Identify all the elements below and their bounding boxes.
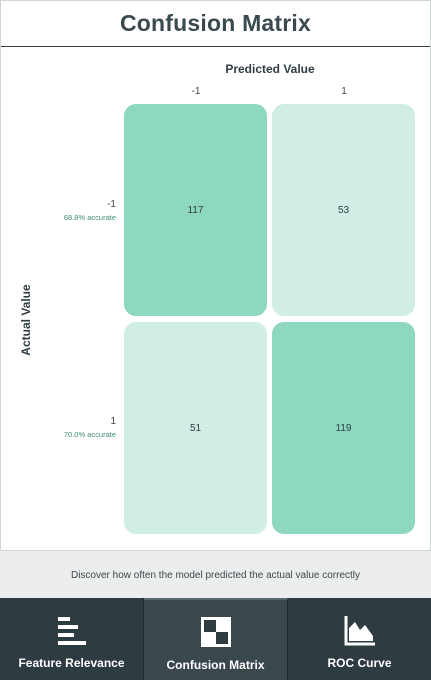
header-bar: Confusion Matrix [1, 1, 430, 47]
column-label-1: 1 [341, 86, 347, 97]
page-title: Confusion Matrix [119, 10, 312, 36]
row-accuracy: 68.8% accurate [63, 213, 116, 222]
tab-roc-curve[interactable]: ROC Curve [288, 598, 431, 680]
cell-count: 119 [335, 422, 352, 434]
tab-label: Feature Relevance [18, 656, 125, 670]
actual-axis-label: Actual Value [19, 284, 33, 356]
description-text: Discover how often the model predicted t… [70, 569, 361, 581]
column-label-neg1: -1 [191, 86, 201, 97]
bar-list-icon [57, 617, 86, 645]
matrix-cell-false-positive[interactable]: 53 [272, 104, 415, 316]
predicted-axis-label: Predicted Value [225, 62, 315, 76]
bottom-tab-bar: Feature Relevance Confusion Matrix ROC C… [0, 598, 431, 680]
tab-label: ROC Curve [327, 656, 392, 670]
cell-count: 51 [189, 422, 202, 434]
tab-feature-relevance[interactable]: Feature Relevance [0, 598, 144, 680]
row-accuracy: 70.0% accurate [63, 430, 116, 439]
row-label-neg1: -1 68.8% accurate [26, 199, 116, 222]
cell-count: 53 [337, 204, 350, 216]
matrix-cell-true-positive[interactable]: 119 [272, 322, 415, 534]
row-value: -1 [107, 199, 116, 210]
tab-label: Confusion Matrix [166, 658, 265, 672]
tab-confusion-matrix[interactable]: Confusion Matrix [144, 598, 288, 680]
cell-count: 117 [187, 204, 204, 216]
area-chart-icon [344, 616, 375, 646]
matrix-cell-false-negative[interactable]: 51 [124, 322, 267, 534]
description-banner: Discover how often the model predicted t… [0, 550, 431, 599]
row-label-1: 1 70.0% accurate [26, 416, 116, 439]
matrix-icon [200, 617, 231, 647]
row-value: 1 [110, 416, 116, 427]
matrix-cell-true-negative[interactable]: 117 [124, 104, 267, 316]
